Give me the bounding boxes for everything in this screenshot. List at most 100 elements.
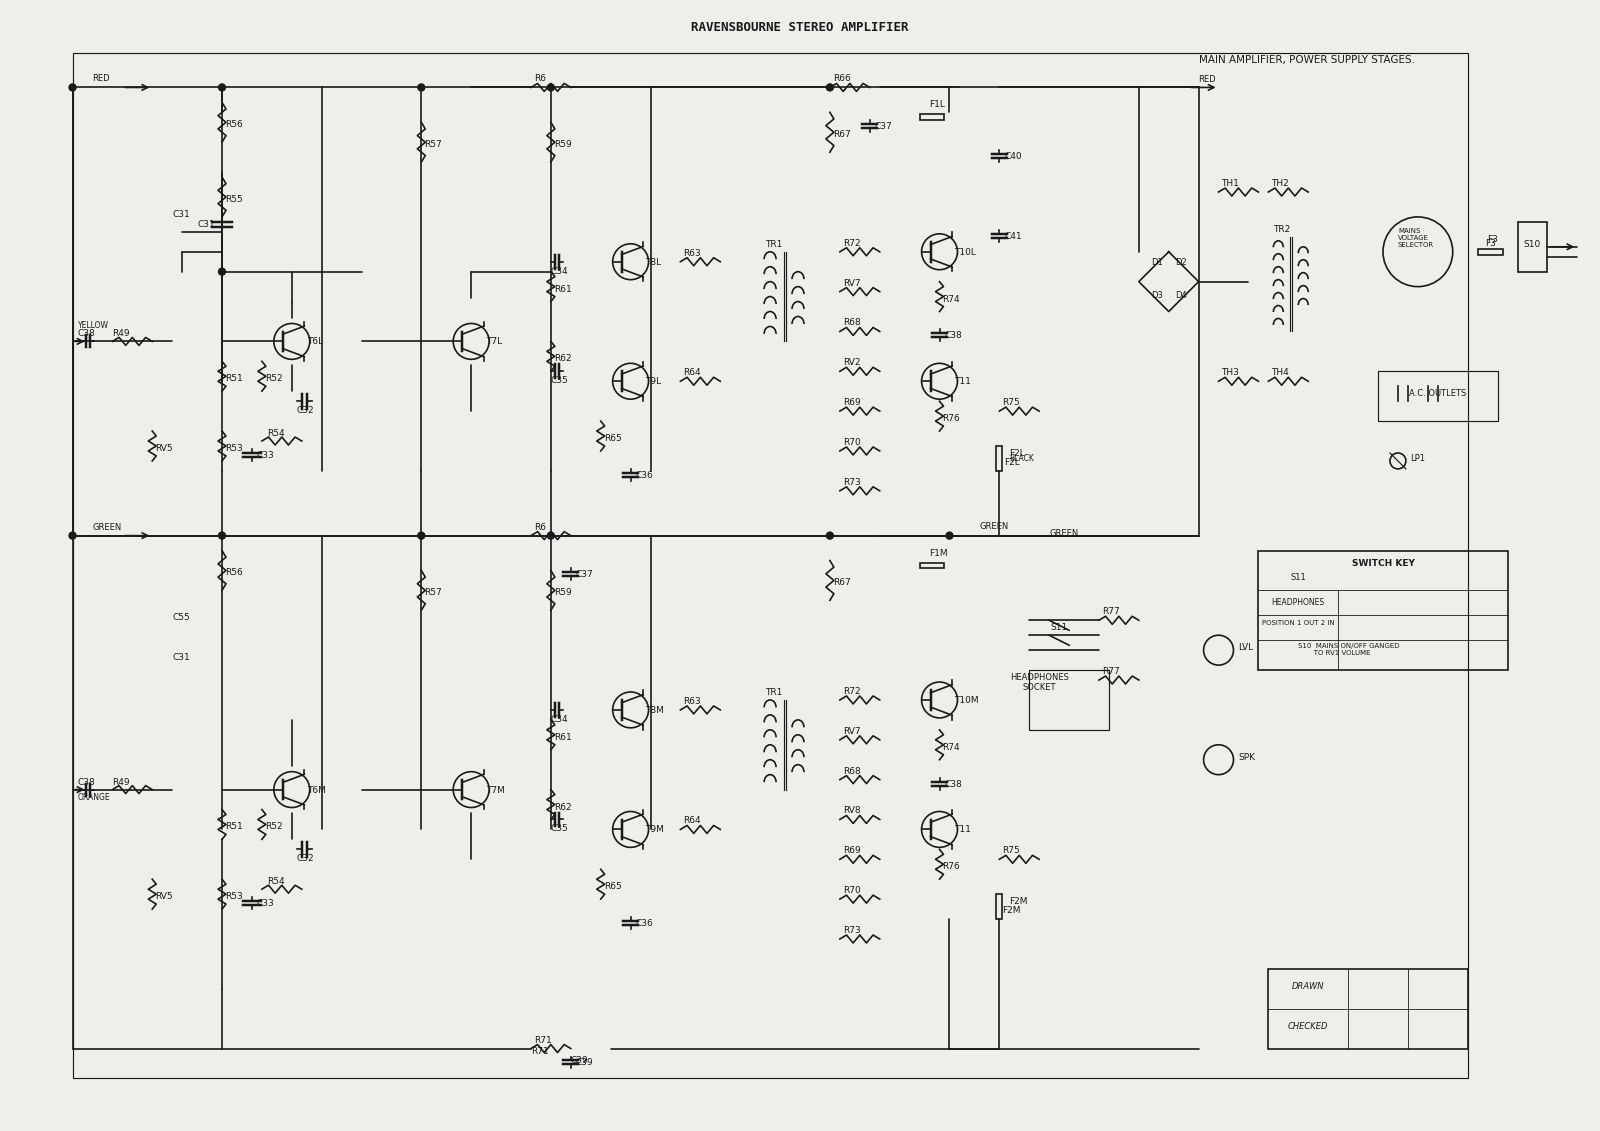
Text: R6: R6	[534, 523, 546, 532]
Text: C55: C55	[173, 613, 190, 622]
Text: T7L: T7L	[486, 337, 502, 346]
Text: GREEN: GREEN	[979, 521, 1008, 530]
Circle shape	[69, 532, 77, 539]
Text: R54: R54	[267, 429, 285, 438]
Text: C33: C33	[258, 451, 275, 460]
Text: RV2: RV2	[843, 359, 861, 368]
Text: T8L: T8L	[645, 258, 662, 267]
Text: C36: C36	[635, 920, 653, 929]
Text: RV7: RV7	[843, 727, 861, 736]
Text: C33: C33	[258, 899, 275, 908]
Text: R76: R76	[942, 414, 960, 423]
Text: R70: R70	[843, 438, 861, 447]
Circle shape	[418, 532, 426, 539]
Text: HEADPHONES
SOCKET: HEADPHONES SOCKET	[1010, 673, 1069, 692]
Text: T11: T11	[955, 826, 971, 835]
Text: R71: R71	[534, 1036, 552, 1045]
Text: TH1: TH1	[1221, 179, 1240, 188]
Text: GREEN: GREEN	[1050, 528, 1078, 537]
Bar	[1378, 371, 1498, 421]
Text: R65: R65	[603, 882, 621, 891]
Bar	[920, 114, 944, 120]
Text: R75: R75	[1002, 846, 1021, 855]
Text: S11: S11	[1290, 573, 1306, 582]
Text: R49: R49	[112, 329, 130, 338]
Text: R77: R77	[1102, 607, 1120, 616]
Text: F3: F3	[1485, 239, 1496, 248]
Text: R63: R63	[683, 697, 701, 706]
Circle shape	[69, 84, 77, 90]
Circle shape	[219, 84, 226, 90]
Text: R59: R59	[554, 140, 571, 149]
Bar	[1269, 969, 1467, 1048]
Text: C38: C38	[77, 778, 96, 787]
Text: F2L: F2L	[1010, 449, 1026, 458]
Bar	[1478, 249, 1502, 254]
Text: R73: R73	[843, 477, 861, 486]
Text: T9L: T9L	[645, 378, 662, 386]
Text: R71: R71	[531, 1046, 549, 1055]
Text: TR2: TR2	[1274, 225, 1291, 234]
Text: POSITION 1 OUT 2 IN: POSITION 1 OUT 2 IN	[1262, 620, 1334, 627]
Text: T8M: T8M	[645, 706, 664, 715]
Text: ORANGE: ORANGE	[77, 793, 110, 802]
Text: T6M: T6M	[307, 786, 325, 795]
Text: TH2: TH2	[1272, 179, 1290, 188]
Text: F3: F3	[1488, 235, 1499, 244]
Text: MAINS
VOLTAGE
SELECTOR: MAINS VOLTAGE SELECTOR	[1398, 227, 1434, 248]
Circle shape	[827, 84, 834, 90]
Bar	[920, 562, 944, 569]
Text: C34: C34	[550, 267, 568, 276]
Text: C32: C32	[296, 406, 314, 415]
Text: R69: R69	[843, 846, 861, 855]
Circle shape	[547, 84, 554, 90]
Text: MAIN AMPLIFIER, POWER SUPPLY STAGES.: MAIN AMPLIFIER, POWER SUPPLY STAGES.	[1198, 54, 1414, 64]
Text: C38: C38	[944, 331, 962, 340]
Bar	[997, 446, 1002, 470]
Text: R59: R59	[554, 588, 571, 597]
Text: R56: R56	[226, 120, 243, 129]
Text: S11: S11	[1051, 623, 1067, 632]
Text: TR1: TR1	[765, 240, 782, 249]
Text: C36: C36	[635, 470, 653, 480]
Text: C38: C38	[77, 329, 96, 338]
Text: D2: D2	[1174, 258, 1187, 267]
Text: R68: R68	[843, 319, 861, 328]
Text: S10: S10	[1523, 240, 1541, 249]
Text: A.C. OUTLETS: A.C. OUTLETS	[1410, 389, 1467, 398]
Text: R69: R69	[843, 398, 861, 407]
Text: C31: C31	[173, 653, 190, 662]
Text: C41: C41	[1005, 232, 1022, 241]
Text: F2M: F2M	[1003, 906, 1021, 915]
Text: R51: R51	[226, 374, 243, 383]
Text: T6L: T6L	[307, 337, 323, 346]
Text: C32: C32	[296, 854, 314, 863]
Text: R63: R63	[683, 249, 701, 258]
Circle shape	[418, 84, 426, 90]
Text: HEADPHONES: HEADPHONES	[1272, 598, 1325, 607]
Text: C35: C35	[550, 377, 568, 386]
Text: R53: R53	[226, 444, 243, 452]
Text: R62: R62	[554, 803, 571, 812]
Text: R77: R77	[1102, 667, 1120, 676]
Text: RAVENSBOURNE STEREO AMPLIFIER: RAVENSBOURNE STEREO AMPLIFIER	[691, 21, 909, 34]
Text: R49: R49	[112, 778, 130, 787]
Text: R57: R57	[424, 140, 442, 149]
Circle shape	[219, 268, 226, 275]
Text: RV5: RV5	[155, 444, 173, 452]
Bar	[997, 895, 1002, 920]
Text: R65: R65	[603, 434, 621, 443]
Text: R56: R56	[226, 569, 243, 578]
Bar	[1259, 551, 1507, 670]
Text: S10  MAINS ON/OFF GANGED
       TO RV1 VOLUME: S10 MAINS ON/OFF GANGED TO RV1 VOLUME	[1298, 644, 1400, 656]
Text: R54: R54	[267, 878, 285, 887]
Text: C40: C40	[1005, 153, 1022, 161]
Text: LP1: LP1	[1410, 454, 1426, 463]
Text: T9M: T9M	[645, 826, 664, 835]
Bar	[1517, 222, 1547, 271]
Text: C31: C31	[197, 219, 214, 228]
Text: R64: R64	[683, 817, 701, 826]
Text: RV7: RV7	[843, 278, 861, 287]
Text: R51: R51	[226, 822, 243, 831]
Circle shape	[946, 532, 954, 539]
